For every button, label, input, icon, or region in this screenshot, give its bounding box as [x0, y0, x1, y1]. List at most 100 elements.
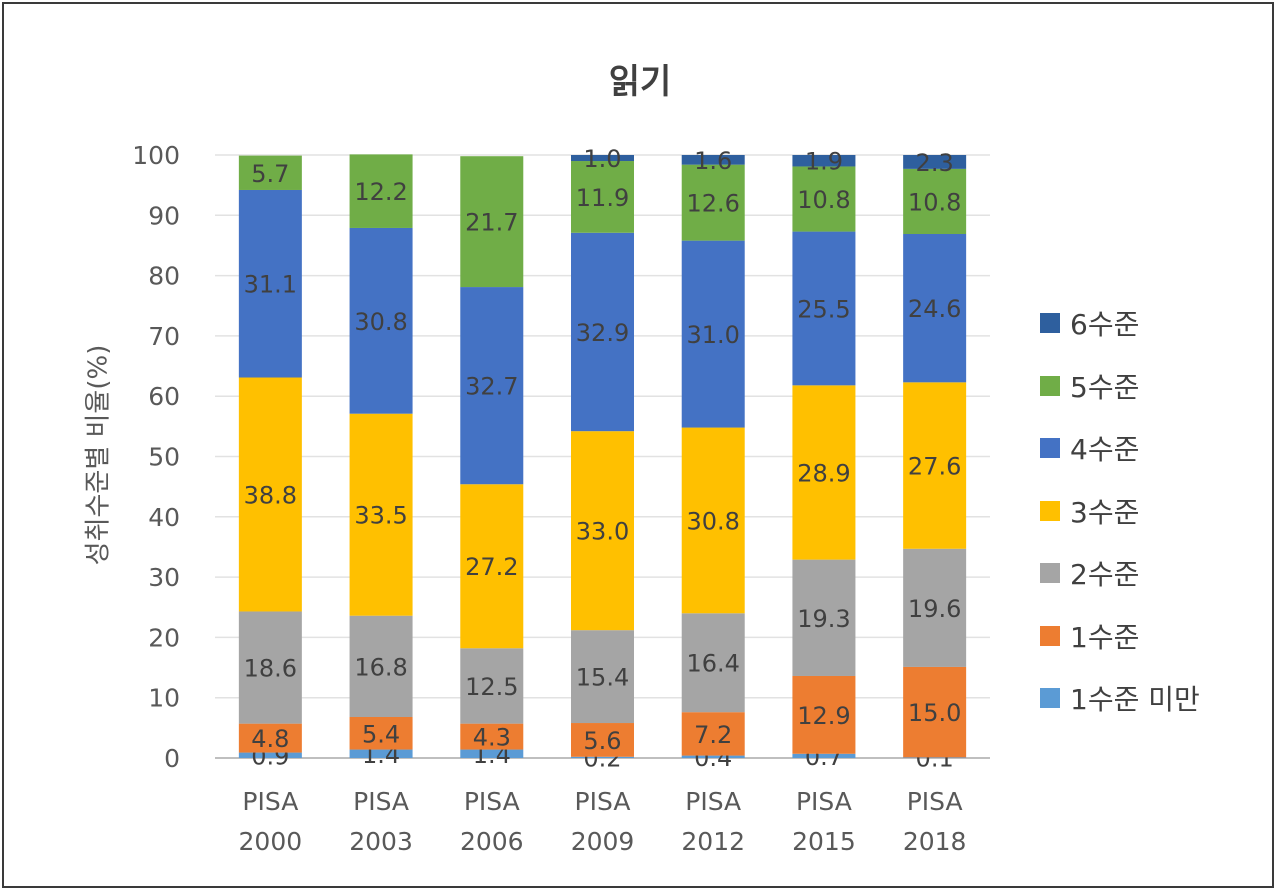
x-tick-label: 2012: [681, 827, 745, 856]
data-label: 15.4: [576, 664, 629, 692]
x-tick-label: 2000: [239, 827, 303, 856]
data-label: 27.6: [908, 453, 961, 481]
data-label: 25.5: [797, 295, 850, 323]
y-tick-label: 40: [148, 503, 180, 532]
bar-segment: [349, 227, 413, 414]
legend-item: 2수준: [1040, 542, 1200, 605]
legend-item: 6수준: [1040, 292, 1200, 355]
y-tick-label: 80: [148, 262, 180, 291]
legend: 6수준 5수준 4수준 3수준 2수준 1수준 1수준 미만: [1040, 292, 1200, 730]
bar-segment: [571, 630, 634, 724]
bar-segment: [460, 723, 524, 750]
data-label: 12.9: [797, 702, 850, 730]
legend-swatch: [1040, 625, 1060, 646]
legend-swatch: [1040, 313, 1060, 334]
x-tick-label: PISA: [464, 787, 520, 816]
y-tick-label: 0: [164, 744, 180, 773]
x-tick-label: PISA: [242, 787, 298, 816]
data-label: 5.4: [362, 720, 400, 748]
legend-item: 5수준: [1040, 355, 1200, 418]
x-tick-label: PISA: [685, 787, 741, 816]
x-tick-label: 2009: [571, 827, 635, 856]
legend-swatch: [1040, 688, 1060, 709]
bar-segment: [238, 377, 302, 612]
y-tick-label: 20: [148, 623, 180, 652]
bar-segment: [460, 749, 524, 758]
bar-segment: [238, 189, 302, 378]
bar-segment: [571, 723, 634, 757]
y-tick-label: 70: [148, 322, 180, 351]
x-tick-label: 2003: [349, 827, 413, 856]
bar-segment: [903, 757, 967, 758]
y-tick-label: 50: [148, 443, 180, 472]
bar-segment: [792, 155, 856, 167]
data-label: 30.8: [354, 308, 407, 336]
legend-label: 6수준: [1070, 308, 1140, 342]
legend-item: 3수준: [1040, 480, 1200, 543]
bar-segment: [571, 431, 634, 631]
bar-segment: [903, 382, 967, 549]
data-label: 1.6: [694, 147, 732, 175]
legend-label: 4수준: [1070, 433, 1140, 467]
data-label: 27.2: [465, 553, 518, 581]
bar-segment: [460, 287, 524, 485]
data-label: 15.0: [908, 699, 961, 727]
bar-segment: [681, 613, 745, 713]
data-label: 2.3: [916, 149, 954, 177]
x-tick-label: 2018: [903, 827, 967, 856]
x-tick-label: PISA: [575, 787, 631, 816]
bar-segment: [238, 752, 302, 758]
data-label: 1.9: [805, 148, 843, 176]
data-label: 28.9: [797, 459, 850, 487]
data-label: 11.9: [576, 184, 629, 212]
x-tick-label: PISA: [796, 787, 852, 816]
bar-segment: [349, 413, 413, 616]
data-label: 5.6: [583, 727, 621, 755]
data-label: 12.2: [354, 178, 407, 206]
data-label: 38.8: [244, 481, 297, 509]
legend-label: 5수준: [1070, 370, 1140, 404]
bar-segment: [460, 648, 524, 724]
bar-segment: [349, 615, 413, 717]
bar-segment: [903, 666, 967, 758]
legend-item: 4수준: [1040, 417, 1200, 480]
bar-segment: [571, 155, 634, 162]
bar-segment: [238, 723, 302, 753]
bar-segment: [903, 155, 967, 169]
data-label: 7.2: [694, 721, 732, 749]
legend-label: 1수준: [1070, 620, 1140, 654]
bar-segment: [681, 712, 745, 756]
y-tick-label: 30: [148, 563, 180, 592]
y-tick-label: 10: [148, 684, 180, 713]
bar-segment: [349, 154, 413, 228]
bar-segment: [349, 716, 413, 750]
bar-segment: [460, 156, 524, 288]
data-label: 31.0: [686, 321, 739, 349]
bar-segment: [681, 427, 745, 614]
bar-segment: [792, 753, 856, 758]
x-tick-label: PISA: [907, 787, 963, 816]
legend-label: 3수준: [1070, 495, 1140, 529]
data-label: 19.3: [797, 605, 850, 633]
bar-segment: [571, 161, 634, 233]
bar-segment: [792, 166, 856, 232]
bar-segment: [238, 611, 302, 724]
y-tick-label: 100: [132, 141, 180, 170]
data-label: 32.9: [576, 319, 629, 347]
legend-label: 1수준 미만: [1070, 683, 1200, 717]
data-label: 1.0: [583, 145, 621, 173]
legend-swatch: [1040, 500, 1060, 521]
data-label: 31.1: [244, 271, 297, 299]
bar-segment: [571, 756, 634, 758]
data-label: 32.7: [465, 373, 518, 401]
bar-segment: [792, 559, 856, 676]
bar-segment: [349, 749, 413, 758]
x-tick-label: 2006: [460, 827, 524, 856]
bar-segment: [792, 385, 856, 560]
chart-title: 읽기: [608, 62, 672, 102]
legend-label: 2수준: [1070, 558, 1140, 592]
bar-segment: [681, 240, 745, 428]
data-label: 16.4: [686, 650, 739, 678]
